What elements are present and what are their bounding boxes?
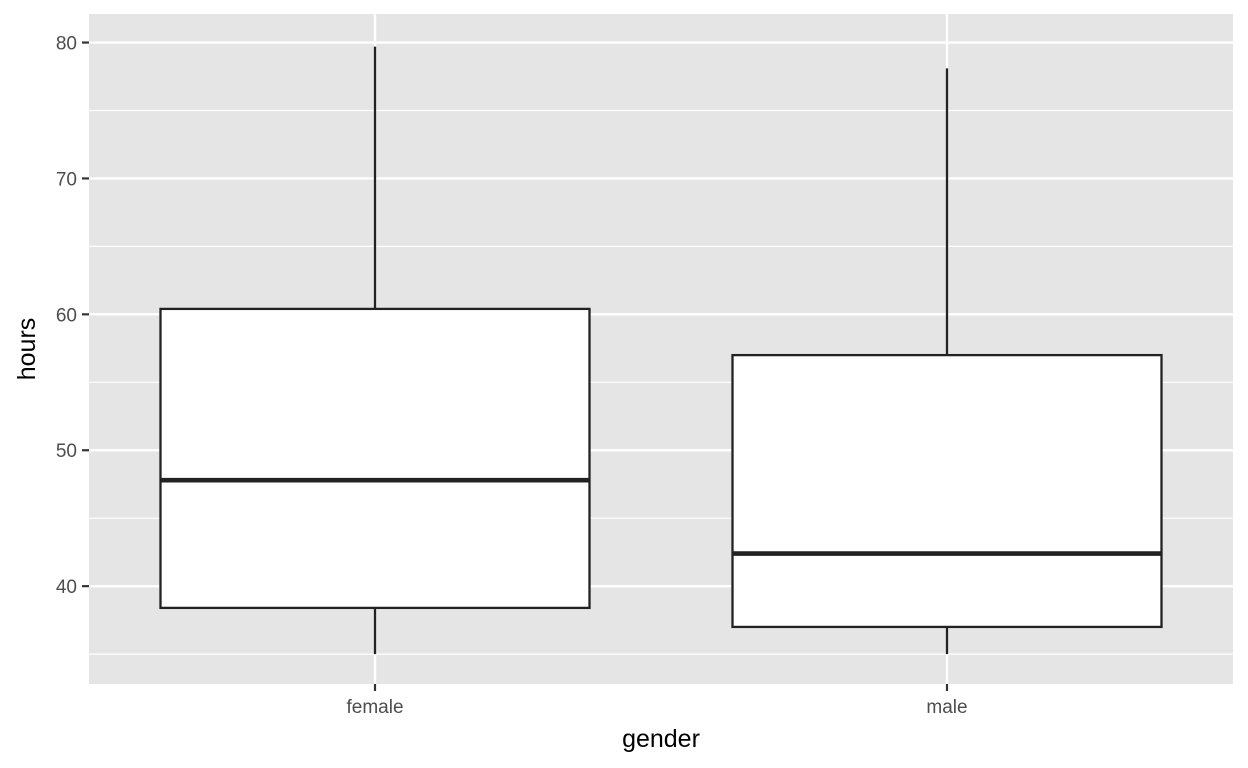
box-female — [159, 46, 591, 655]
x-tick-label: female — [346, 697, 403, 718]
box-iqr — [159, 307, 591, 610]
y-tick-label: 70 — [56, 169, 77, 190]
x-axis: female male — [346, 684, 968, 718]
x-axis-title: gender — [622, 725, 700, 753]
boxes — [159, 46, 1163, 655]
box-male — [731, 68, 1163, 655]
x-tick-label: male — [926, 697, 967, 718]
y-tick-label: 80 — [56, 34, 77, 55]
y-axis: 40 50 60 70 80 — [56, 34, 89, 598]
box-iqr — [731, 353, 1163, 629]
y-tick-label: 40 — [56, 577, 77, 598]
y-tick-label: 50 — [56, 441, 77, 462]
y-tick-label: 60 — [56, 305, 77, 326]
y-axis-title: hours — [13, 318, 41, 381]
